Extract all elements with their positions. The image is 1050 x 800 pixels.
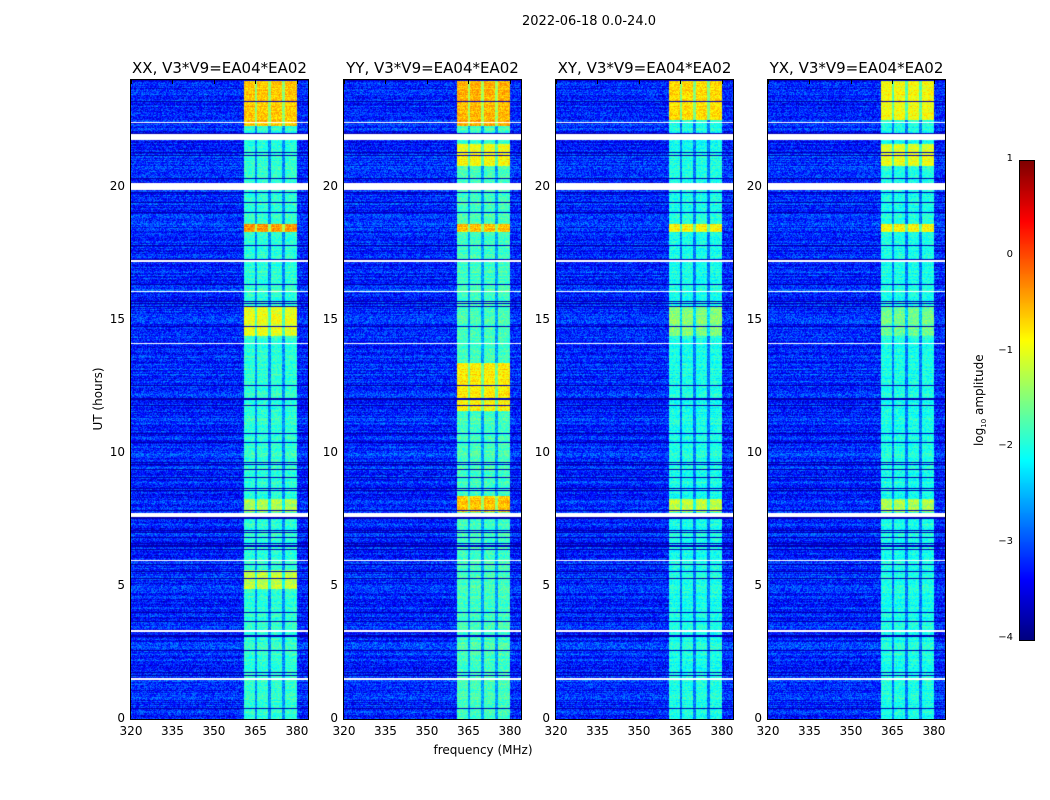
y-tick-label: 10 xyxy=(534,444,550,459)
waterfall-panel xyxy=(767,79,946,720)
x-tick-label: 365 xyxy=(881,724,904,738)
x-tick-label: 350 xyxy=(839,724,863,738)
x-tick-mark xyxy=(850,80,852,84)
x-tick-mark xyxy=(426,80,428,84)
x-tick-mark xyxy=(638,80,640,84)
x-tick-mark xyxy=(509,80,511,84)
panel-title: YY, V3*V9=EA04*EA02 xyxy=(346,59,519,77)
y-tick-label: 10 xyxy=(109,444,125,459)
y-tick-label: 10 xyxy=(746,444,762,459)
x-tick-label: 380 xyxy=(710,724,734,738)
waterfall-heatmap xyxy=(556,80,733,719)
x-tick-label: 365 xyxy=(244,724,267,738)
x-tick-mark xyxy=(385,80,387,84)
x-tick-label: 320 xyxy=(756,724,780,738)
colorbar-tick-label: −3 xyxy=(998,536,1013,548)
y-tick-label: 0 xyxy=(754,711,762,725)
waterfall-panel xyxy=(343,79,522,720)
y-tick-label: 5 xyxy=(754,577,762,592)
colorbar-tick-label: 0 xyxy=(1006,248,1013,260)
x-tick-label: 350 xyxy=(627,724,651,738)
x-tick-label: 380 xyxy=(285,724,309,738)
panel-title: YX, V3*V9=EA04*EA02 xyxy=(769,59,944,77)
panel-title: XX, V3*V9=EA04*EA02 xyxy=(132,59,307,77)
y-tick-label: 15 xyxy=(746,311,762,326)
x-tick-label: 350 xyxy=(202,724,226,738)
x-tick-label: 335 xyxy=(798,724,821,738)
x-tick-label: 320 xyxy=(119,724,143,738)
y-tick-label: 5 xyxy=(117,577,125,592)
x-tick-label: 335 xyxy=(586,724,609,738)
colorbar-tick-label: −4 xyxy=(998,632,1013,643)
x-tick-mark xyxy=(468,80,470,84)
x-tick-mark xyxy=(255,80,257,84)
y-tick-label: 20 xyxy=(109,178,125,193)
colorbar xyxy=(1019,160,1035,641)
y-tick-label: 15 xyxy=(109,311,125,326)
x-tick-mark xyxy=(721,80,723,84)
x-tick-label: 365 xyxy=(669,724,692,738)
y-tick-label: 5 xyxy=(330,577,338,592)
waterfall-heatmap xyxy=(768,80,945,719)
colorbar-tick-label: −1 xyxy=(998,344,1013,356)
x-tick-mark xyxy=(131,80,132,84)
x-tick-mark xyxy=(892,80,894,84)
x-tick-label: 365 xyxy=(457,724,480,738)
x-tick-mark xyxy=(597,80,599,84)
x-tick-mark xyxy=(213,80,215,84)
x-tick-label: 380 xyxy=(498,724,522,738)
x-tick-label: 380 xyxy=(922,724,946,738)
x-tick-mark xyxy=(933,80,935,84)
x-tick-mark xyxy=(768,80,769,84)
colorbar-label: log10 amplitude xyxy=(971,354,989,447)
y-tick-label: 15 xyxy=(534,311,550,326)
x-tick-mark xyxy=(172,80,174,84)
x-tick-label: 335 xyxy=(374,724,397,738)
waterfall-heatmap xyxy=(131,80,308,719)
x-axis-label: frequency (MHz) xyxy=(433,743,533,757)
y-tick-label: 10 xyxy=(322,444,338,459)
y-tick-label: 0 xyxy=(330,711,338,725)
waterfall-panel xyxy=(130,79,309,720)
y-tick-label: 15 xyxy=(322,311,338,326)
x-tick-mark xyxy=(809,80,811,84)
y-tick-label: 5 xyxy=(542,577,550,592)
y-tick-label: 20 xyxy=(322,178,338,193)
figure-title: 2022-06-18 0.0-24.0 xyxy=(522,14,656,29)
x-tick-mark xyxy=(556,80,557,84)
x-tick-mark xyxy=(344,80,345,84)
waterfall-panel xyxy=(555,79,734,720)
y-tick-label: 20 xyxy=(534,178,550,193)
waterfall-heatmap xyxy=(344,80,521,719)
x-tick-label: 335 xyxy=(161,724,184,738)
x-tick-label: 350 xyxy=(415,724,439,738)
x-tick-mark xyxy=(680,80,682,84)
colorbar-tick-label: 1 xyxy=(1006,153,1013,164)
colorbar-tick-label: −2 xyxy=(998,440,1013,452)
y-tick-label: 0 xyxy=(542,711,550,725)
x-tick-label: 320 xyxy=(332,724,356,738)
x-tick-mark xyxy=(296,80,298,84)
y-axis-label: UT (hours) xyxy=(91,367,105,431)
x-tick-label: 320 xyxy=(544,724,568,738)
y-tick-label: 20 xyxy=(746,178,762,193)
y-tick-label: 0 xyxy=(117,711,125,725)
panel-title: XY, V3*V9=EA04*EA02 xyxy=(557,59,732,77)
